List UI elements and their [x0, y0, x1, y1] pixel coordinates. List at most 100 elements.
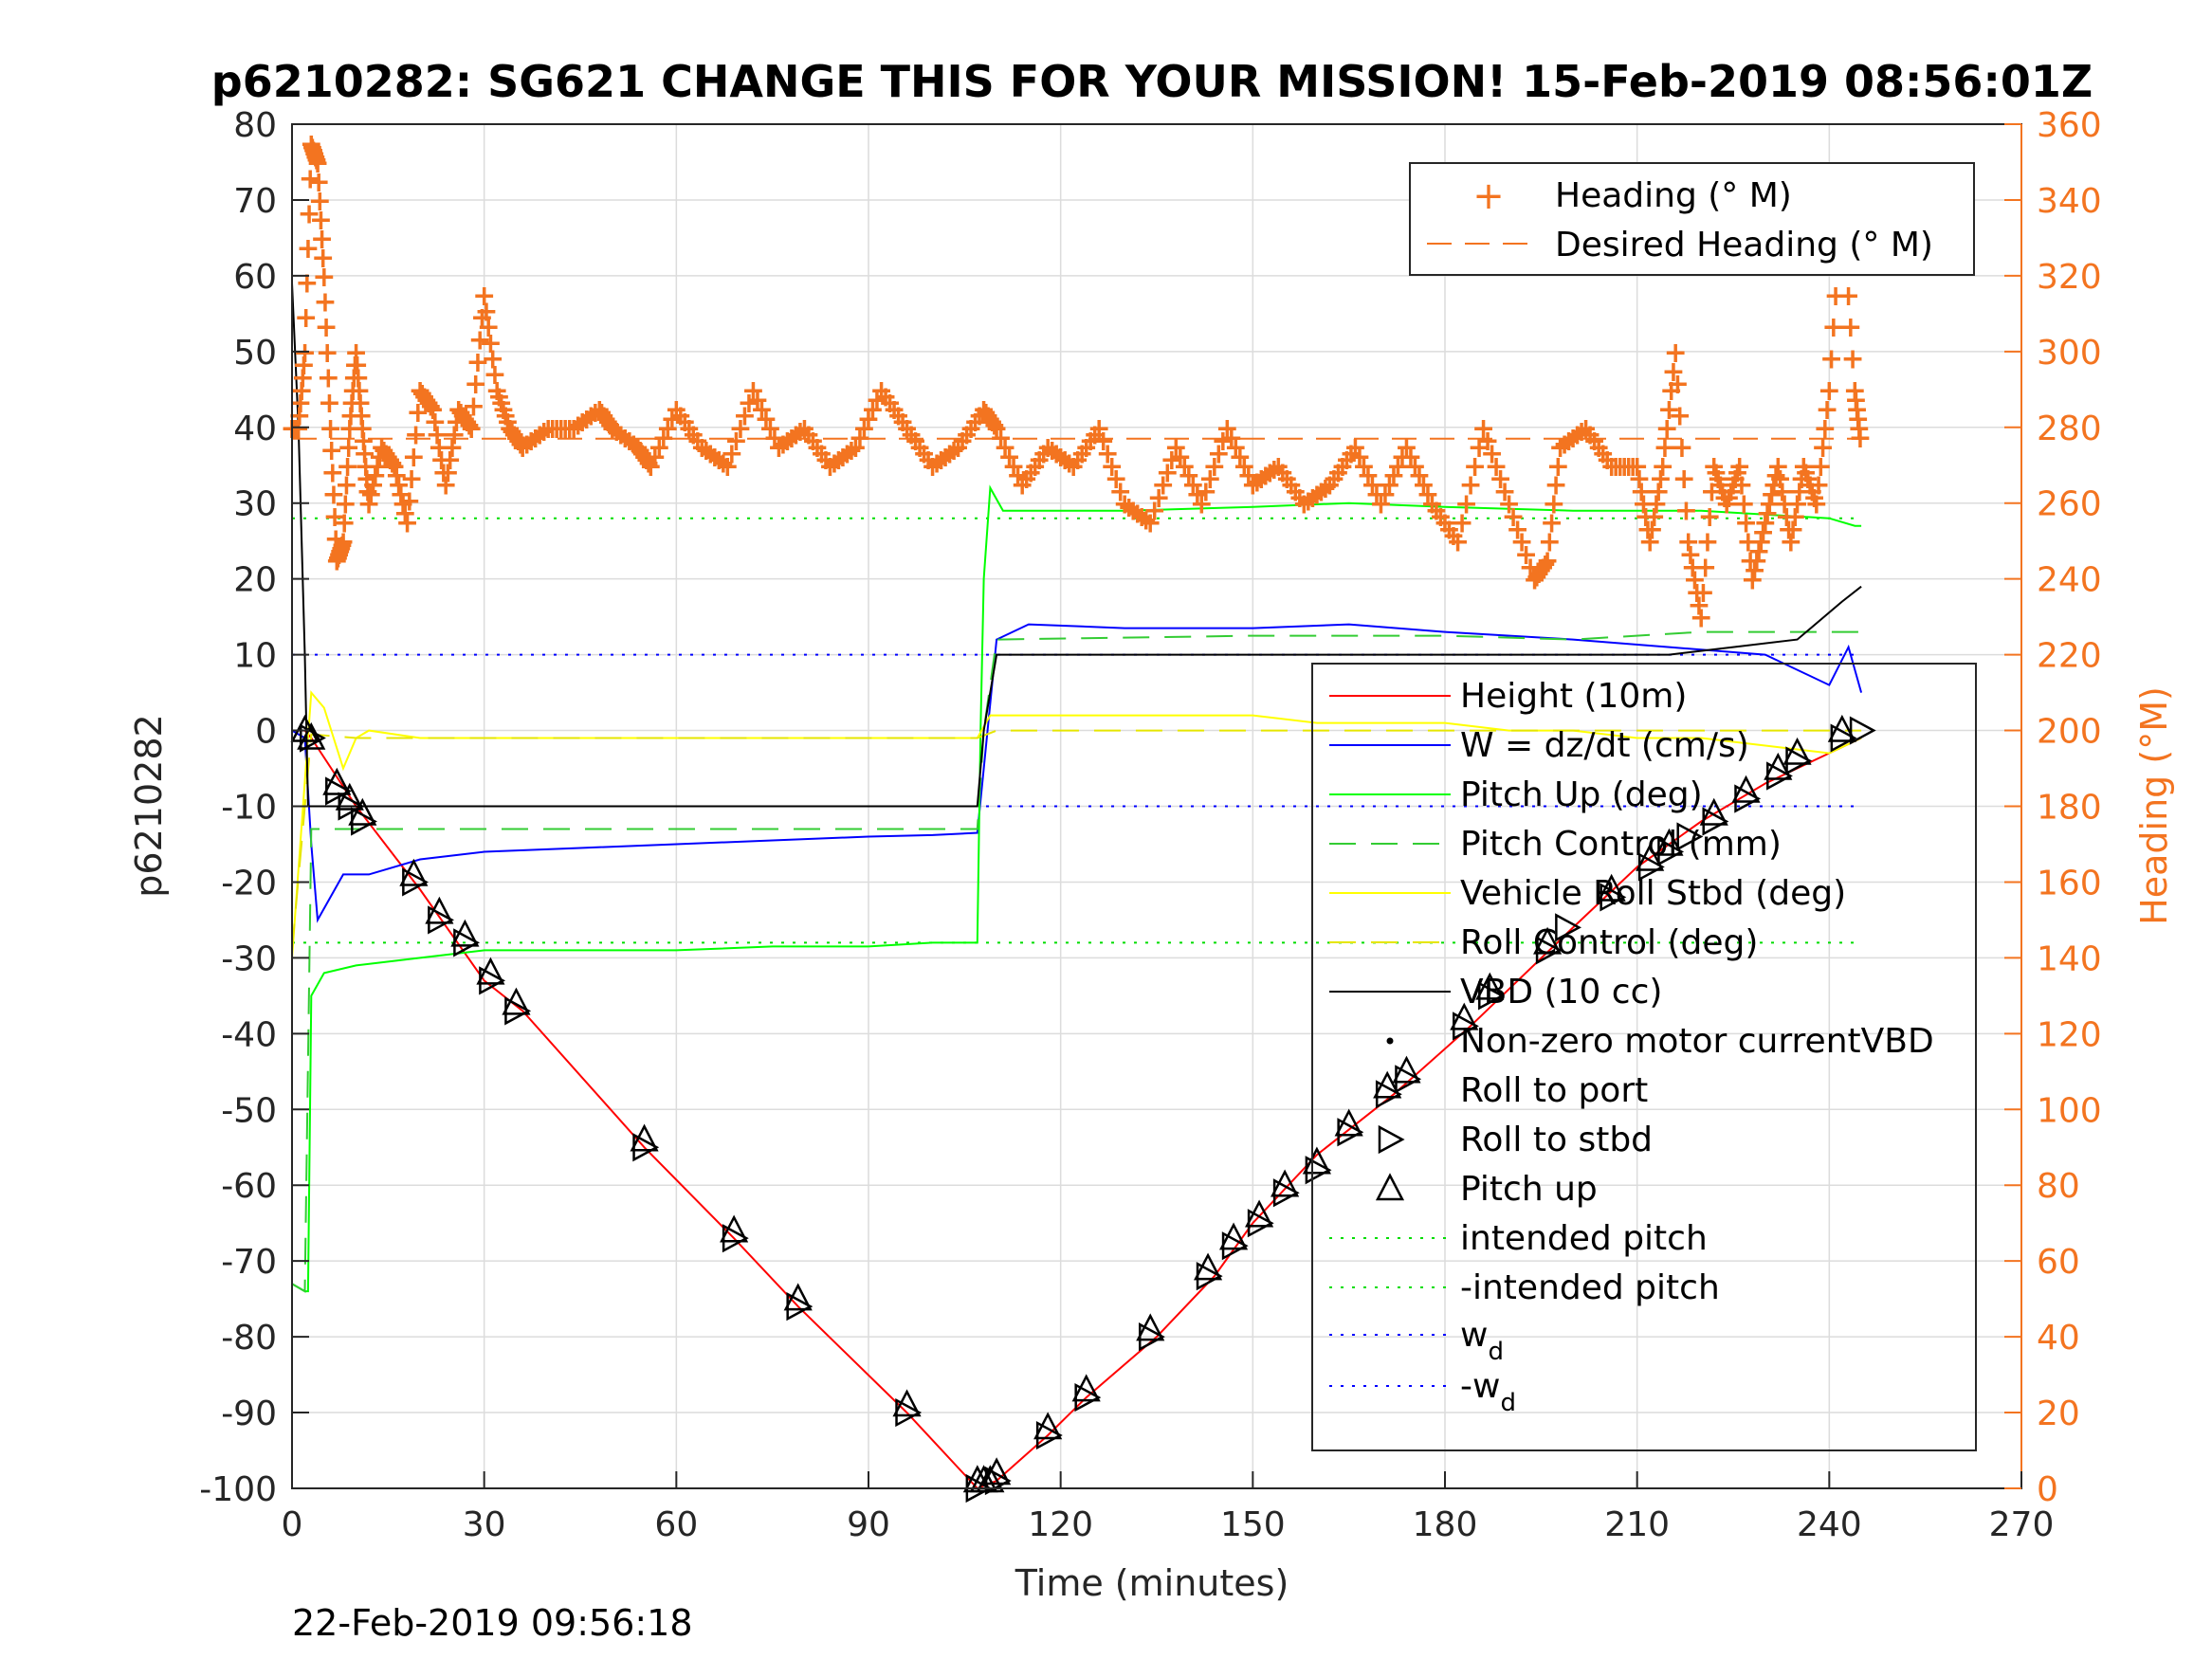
- heading-point: +: [1710, 475, 1734, 508]
- y2-tick-label: 100: [2037, 1091, 2102, 1130]
- heading-point: +: [327, 538, 351, 572]
- heading-point: +: [1728, 450, 1751, 483]
- y2-tick-label: 0: [2037, 1470, 2058, 1509]
- heading-legend-box: [1409, 162, 1975, 276]
- pitch-up-marker: [1827, 714, 1856, 742]
- pitch-up-marker: [399, 858, 429, 886]
- heading-point: +: [1734, 507, 1758, 540]
- x-tick-label: 60: [654, 1505, 698, 1544]
- heading-point: +: [1794, 456, 1818, 489]
- heading-point: +: [1241, 469, 1265, 502]
- heading-point: +: [1695, 526, 1719, 559]
- heading-point: +: [558, 412, 581, 446]
- heading-point: +: [346, 361, 370, 394]
- heading-point: +: [703, 441, 726, 474]
- y2-tick-label: 260: [2037, 485, 2102, 524]
- heading-point: +: [1062, 450, 1086, 483]
- heading-point: +: [827, 444, 850, 477]
- heading-point: +: [643, 441, 667, 474]
- heading-point: +: [426, 418, 449, 451]
- heading-point: +: [767, 431, 791, 465]
- heading-point: +: [1139, 507, 1162, 540]
- heading-point: +: [1527, 557, 1551, 591]
- heading-point: +: [329, 532, 353, 565]
- pitch-up-marker: [976, 1465, 1005, 1493]
- heading-point: +: [353, 437, 376, 470]
- x-axis-ticks: 0 30 60 90 120 150 180 210 240 270: [282, 1471, 2054, 1544]
- heading-point: +: [1738, 545, 1762, 578]
- heading-point: +: [397, 484, 421, 518]
- heading-point: +: [392, 488, 415, 521]
- heading-point: +: [634, 444, 658, 477]
- heading-point: +: [1625, 450, 1649, 483]
- x-tick-label: 240: [1797, 1505, 1862, 1544]
- heading-point: +: [1194, 475, 1217, 508]
- heading-point: +: [1700, 475, 1724, 508]
- heading-point: +: [566, 409, 590, 442]
- heading-point: +: [1318, 469, 1342, 502]
- heading-point: +: [498, 412, 521, 446]
- heading-point: +: [622, 428, 646, 461]
- heading-point: +: [594, 403, 617, 436]
- heading-point: +: [537, 412, 560, 446]
- heading-point: +: [1789, 463, 1813, 496]
- heading-point: +: [368, 441, 392, 474]
- heading-point: +: [305, 147, 329, 180]
- heading-point: +: [1678, 538, 1702, 572]
- heading-point: +: [1751, 517, 1775, 550]
- heading-point: +: [423, 406, 447, 439]
- heading-point: +: [1352, 450, 1376, 483]
- legend-pitch-up: Pitch Up (deg): [1460, 775, 1703, 814]
- heading-point: +: [406, 396, 430, 429]
- heading-point: +: [1659, 374, 1683, 408]
- heading-point: +: [300, 128, 323, 161]
- heading-point: +: [711, 447, 735, 480]
- heading-point: +: [1801, 475, 1824, 508]
- legend-desired-heading: Desired Heading (° M): [1555, 226, 1933, 264]
- heading-point: +: [590, 396, 613, 429]
- heading-point: +: [1847, 412, 1871, 446]
- heading-point: +: [1108, 475, 1132, 508]
- heading-point: +: [1125, 498, 1149, 531]
- heading-point: +: [596, 406, 620, 439]
- heading-point: +: [506, 425, 530, 458]
- heading-point: +: [339, 387, 363, 420]
- heading-point: +: [592, 399, 615, 432]
- heading-point: +: [545, 412, 569, 446]
- heading-point: +: [285, 412, 309, 446]
- y-tick-label: 40: [233, 410, 277, 448]
- y-axis-ticks: 80 70 60 50 40 30 20 10 0 -10 -20 -30 -40 -50 -60 -70 -8…: [199, 106, 309, 1509]
- y2-tick-label: 20: [2037, 1395, 2080, 1433]
- heading-point: +: [776, 425, 799, 458]
- heading-point: +: [1403, 450, 1427, 483]
- heading-point: +: [1582, 425, 1606, 458]
- heading-point: +: [297, 197, 320, 230]
- heading-point: +: [1356, 460, 1380, 493]
- heading-point: +: [1553, 428, 1577, 461]
- heading-point: +: [1472, 412, 1495, 446]
- heading-point: +: [462, 390, 485, 423]
- heading-point: +: [1749, 526, 1773, 559]
- heading-point: +: [455, 406, 479, 439]
- heading-point: +: [1523, 564, 1546, 597]
- heading-point: +: [677, 412, 701, 446]
- legend-vbd: VBD (10 cc): [1460, 973, 1662, 1012]
- heading-point: +: [302, 135, 325, 168]
- heading-point: +: [1279, 469, 1303, 502]
- heading-point: +: [309, 204, 333, 237]
- heading-point: +: [1202, 450, 1226, 483]
- heading-point: +: [1250, 463, 1273, 496]
- heading-point: +: [955, 418, 978, 451]
- heading-point: +: [540, 412, 564, 446]
- heading-point: +: [1775, 501, 1799, 534]
- heading-point: +: [1083, 418, 1106, 451]
- heading-point: +: [1687, 589, 1710, 622]
- heading-point: +: [1666, 368, 1690, 401]
- heading-point: +: [1657, 393, 1681, 427]
- heading-point: +: [1164, 431, 1188, 465]
- heading-point: +: [440, 431, 464, 465]
- heading-point: +: [636, 447, 660, 480]
- y2-tick-label: 180: [2037, 789, 2102, 828]
- heading-point: +: [656, 412, 680, 446]
- heading-point: +: [924, 447, 948, 480]
